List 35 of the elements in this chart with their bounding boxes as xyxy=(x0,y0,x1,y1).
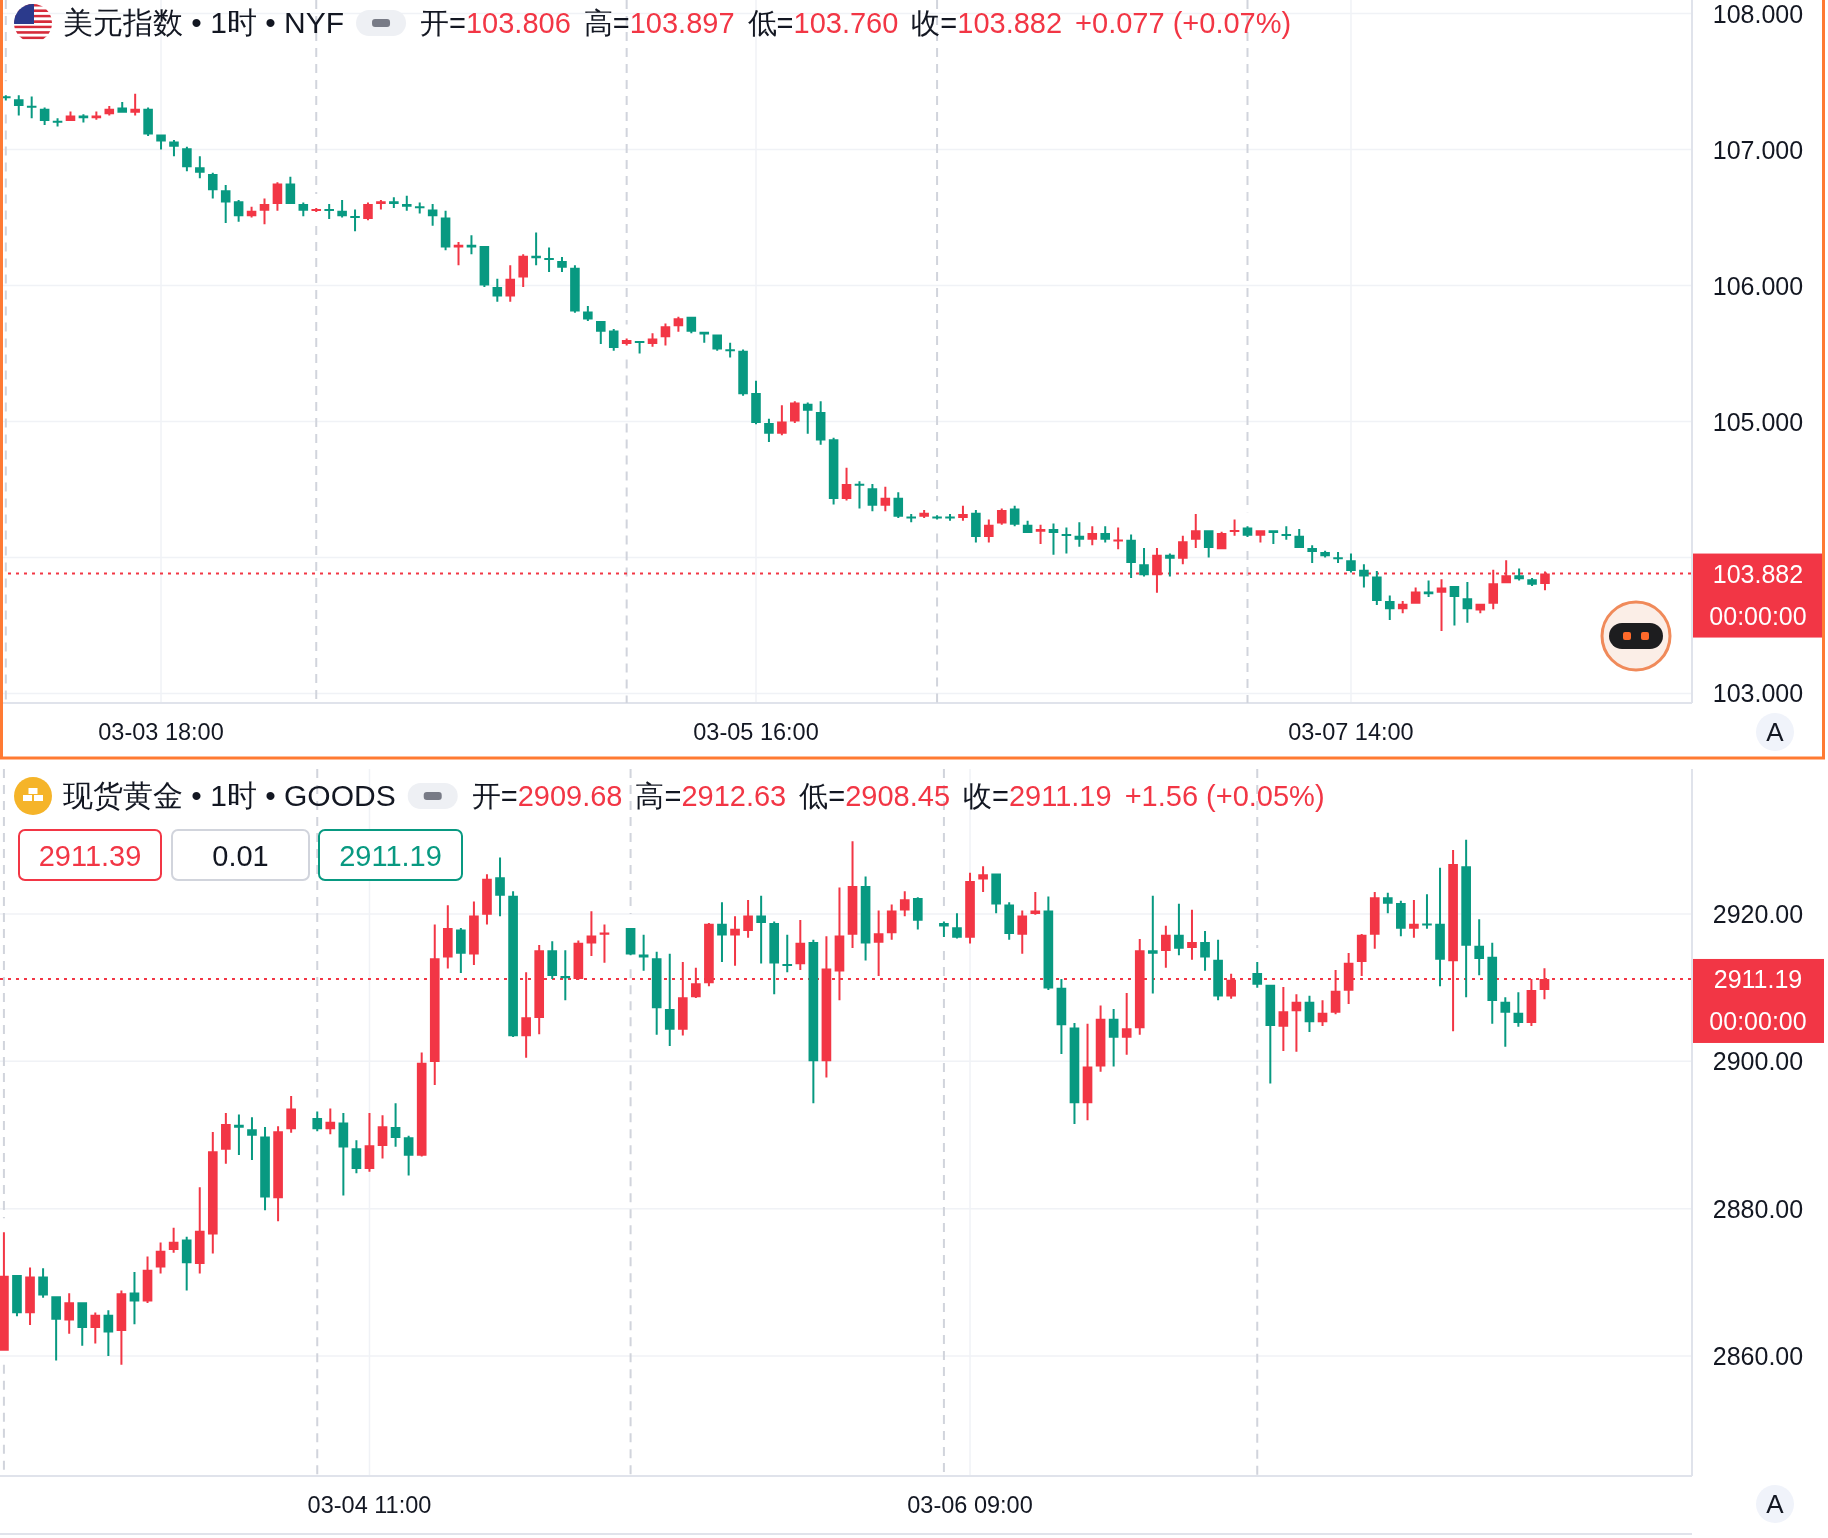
annotation: 低=2908.45 xyxy=(799,780,951,812)
annotation: 0.01 xyxy=(212,840,269,872)
x-tick-label: 03-06 09:00 xyxy=(907,1492,1033,1518)
y-tick-label: 2880.00 xyxy=(1712,1194,1804,1223)
y-tick-label: 107.000 xyxy=(1712,135,1804,164)
text: 00:00:00 xyxy=(1709,601,1807,630)
annotation: +0.077 (+0.07%) xyxy=(1075,7,1292,39)
annotation: 2911.39 xyxy=(38,840,142,872)
y-tick-label: 108.000 xyxy=(1712,0,1804,28)
annotation: 收=103.882 xyxy=(911,7,1063,39)
annotation: 开=2909.68 xyxy=(471,780,623,812)
y-tick-label: 2920.00 xyxy=(1712,900,1804,929)
y-tick-label: 103.000 xyxy=(1712,679,1804,708)
chart-title: 美元指数 • 1时 • NYF xyxy=(63,6,345,39)
x-tick-label: 03-03 18:00 xyxy=(98,719,224,745)
chart-title: 现货黄金 • 1时 • GOODS xyxy=(63,779,396,812)
ref-line-label: 2911.19 xyxy=(1713,964,1803,993)
annotation: 低=103.760 xyxy=(747,7,899,39)
annotation: 2911.19 xyxy=(339,840,442,872)
annotation: 高=2912.63 xyxy=(635,780,787,812)
y-tick-label: 2900.00 xyxy=(1712,1047,1804,1076)
y-tick-label: 105.000 xyxy=(1712,407,1804,436)
y-tick-label: 106.000 xyxy=(1712,271,1804,300)
x-tick-label: 03-05 16:00 xyxy=(693,719,819,745)
annotation: 高=103.897 xyxy=(583,7,735,39)
x-tick-label: 03-07 14:00 xyxy=(1288,719,1414,745)
x-tick-label: 03-04 11:00 xyxy=(307,1492,432,1518)
text: 00:00:00 xyxy=(1709,1006,1807,1035)
text: A xyxy=(1766,1489,1785,1519)
annotation: +1.56 (+0.05%) xyxy=(1124,780,1325,812)
annotation: 开=103.806 xyxy=(420,7,571,39)
y-tick-label: 2860.00 xyxy=(1712,1341,1804,1370)
ref-line-label: 103.882 xyxy=(1712,559,1804,588)
annotation: 收=2911.19 xyxy=(963,780,1112,812)
text: A xyxy=(1766,717,1785,747)
